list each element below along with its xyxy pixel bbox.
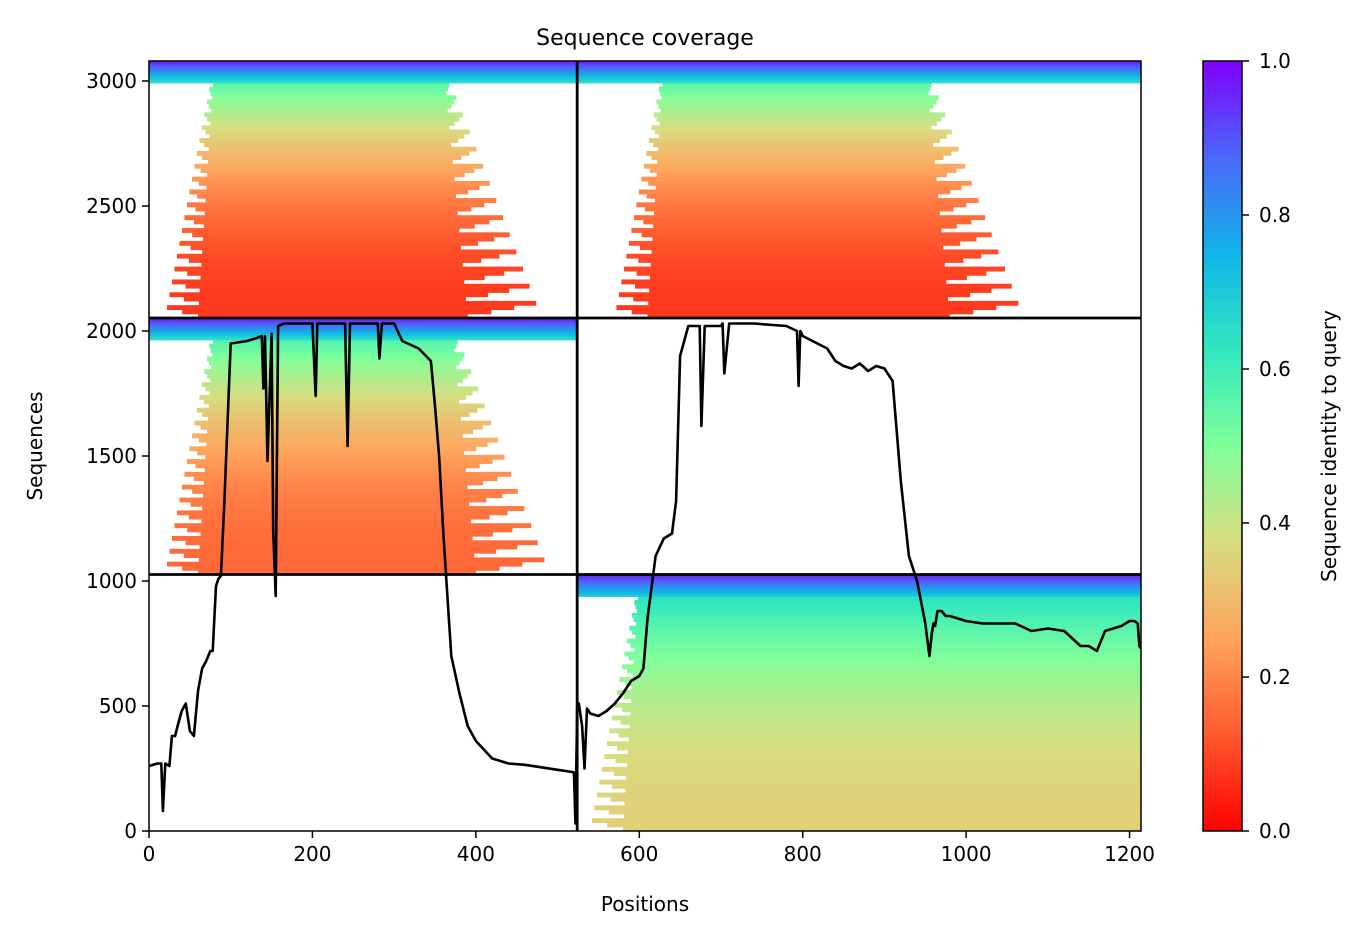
colorbar-tick-label: 0.0 [1259,819,1291,843]
colorbar-label: Sequence identity to query [1317,310,1341,582]
x-tick-label: 1200 [1104,842,1155,866]
heatmap-blocks [149,61,1141,831]
heatmap-block-2 [149,318,578,576]
x-tick-label: 800 [784,842,822,866]
colorbar [1202,60,1243,832]
y-tick-label: 0 [124,819,137,843]
heatmap-block-0 [149,61,578,319]
plot-frame [148,60,1142,832]
colorbar-tick-label: 0.8 [1259,203,1291,227]
x-tick-label: 0 [143,842,156,866]
y-tick-label: 500 [99,694,137,718]
colorbar-tick-label: 1.0 [1259,49,1291,73]
y-tick-label: 2500 [86,194,137,218]
coverage-line [149,322,1141,825]
colorbar-tick-label: 0.2 [1259,665,1291,689]
heatmap-block-1 [577,61,1141,319]
y-axis-ticks: 0 500 1000 1500 2000 2500 3000 [86,69,149,843]
x-axis-ticks: 0 200 400 600 800 1000 1200 [143,831,1155,866]
x-tick-label: 400 [457,842,495,866]
colorbar-ticks: 0.0 0.2 0.4 0.6 0.8 1.0 [1242,49,1291,843]
x-tick-label: 600 [620,842,658,866]
y-tick-label: 1000 [86,569,137,593]
colorbar-tick-label: 0.4 [1259,511,1291,535]
x-tick-label: 1000 [941,842,992,866]
heatmap-block-5 [577,574,1141,831]
x-tick-label: 200 [293,842,331,866]
colorbar-tick-label: 0.6 [1259,357,1291,381]
y-tick-label: 1500 [86,444,137,468]
chart-title: Sequence coverage [536,26,754,51]
y-tick-label: 3000 [86,69,137,93]
x-axis-label: Positions [601,892,689,916]
block-dividers [149,61,1141,831]
y-axis-label: Sequences [23,391,47,500]
y-tick-label: 2000 [86,319,137,343]
